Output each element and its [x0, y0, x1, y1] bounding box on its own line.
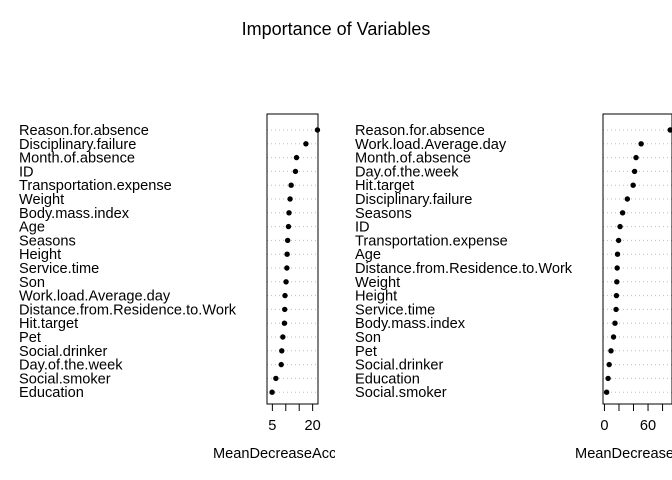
data-point [284, 265, 290, 271]
x-tick-label: 20 [305, 418, 321, 434]
data-point [619, 210, 626, 216]
category-label: Social.drinker [19, 344, 108, 360]
data-point [303, 141, 309, 147]
category-label: Reason.for.absence [19, 123, 149, 139]
category-label: Son [355, 330, 381, 346]
category-label: Social.smoker [19, 371, 111, 387]
data-point [614, 251, 621, 257]
category-label: Education [355, 371, 420, 387]
category-label: Distance.from.Residence.to.Work [19, 302, 237, 318]
data-point [273, 375, 279, 382]
category-label: Distance.from.Residence.to.Work [355, 261, 573, 277]
data-point [278, 361, 284, 368]
plot-box [266, 113, 319, 405]
data-point [624, 196, 631, 202]
data-point [613, 306, 619, 313]
x-axis-label: MeanDecreaseGini [575, 446, 672, 462]
category-label: ID [19, 164, 34, 180]
category-label: Disciplinary.failure [355, 192, 472, 208]
category-label: Pet [355, 344, 377, 360]
data-point [284, 251, 290, 257]
category-label: Age [355, 247, 381, 263]
data-point [617, 223, 623, 230]
category-label: Month.of.absence [19, 151, 135, 167]
category-label: ID [355, 220, 370, 236]
data-point [630, 182, 636, 188]
category-label: Son [19, 275, 45, 291]
data-point [282, 306, 288, 313]
category-label: Transportation.expense [355, 233, 508, 249]
category-label: Weight [355, 275, 400, 291]
data-point [608, 348, 614, 354]
x-tick-label: 5 [268, 418, 276, 434]
data-point [281, 320, 288, 326]
category-label: Seasons [19, 233, 76, 249]
x-axis-label: MeanDecreaseAccuracy [213, 446, 373, 462]
data-point [613, 292, 620, 299]
data-point [288, 182, 294, 188]
data-point [285, 223, 292, 230]
category-label: Hit.target [355, 178, 414, 194]
data-point [292, 168, 299, 175]
data-point [667, 127, 672, 133]
category-label: Month.of.absence [355, 151, 471, 167]
data-point [269, 389, 275, 395]
category-label: Body.mass.index [355, 316, 466, 332]
data-point [615, 237, 622, 244]
data-point [614, 279, 620, 285]
data-point [314, 127, 321, 133]
data-point [287, 196, 293, 202]
x-tick-label: 0 [600, 418, 608, 434]
x-tick-label: 60 [640, 418, 656, 434]
category-label: Age [19, 220, 45, 236]
data-point [614, 265, 620, 271]
data-point [279, 348, 285, 354]
category-label: Service.time [19, 261, 99, 277]
data-point [638, 141, 644, 147]
data-point [280, 334, 286, 340]
category-label: Hit.target [19, 316, 78, 332]
category-label: Social.smoker [355, 385, 447, 401]
category-label: Seasons [355, 206, 412, 222]
data-point [283, 279, 289, 285]
category-label: Weight [19, 192, 64, 208]
category-label: Body.mass.index [19, 206, 130, 222]
data-point [282, 292, 288, 299]
data-point [284, 237, 291, 244]
data-point [605, 375, 611, 382]
category-label: Height [19, 247, 61, 263]
category-label: Reason.for.absence [355, 123, 485, 139]
data-point [293, 154, 300, 161]
data-point [633, 154, 639, 161]
category-label: Transportation.expense [19, 178, 172, 194]
category-label: Service.time [355, 302, 435, 318]
category-label: Social.drinker [355, 358, 444, 374]
data-point [631, 168, 638, 175]
data-point [612, 320, 618, 326]
data-point [286, 210, 292, 216]
category-label: Day.of.the.week [19, 358, 123, 374]
category-label: Day.of.the.week [355, 164, 459, 180]
category-label: Work.load.Average.day [19, 289, 171, 305]
category-label: Height [355, 289, 397, 305]
category-label: Pet [19, 330, 41, 346]
data-point [606, 361, 612, 368]
category-label: Work.load.Average.day [355, 137, 507, 153]
data-point [603, 389, 610, 395]
category-label: Disciplinary.failure [19, 137, 136, 153]
category-label: Education [19, 385, 84, 401]
chart-title: Importance of Variables [242, 19, 431, 39]
data-point [610, 334, 617, 340]
